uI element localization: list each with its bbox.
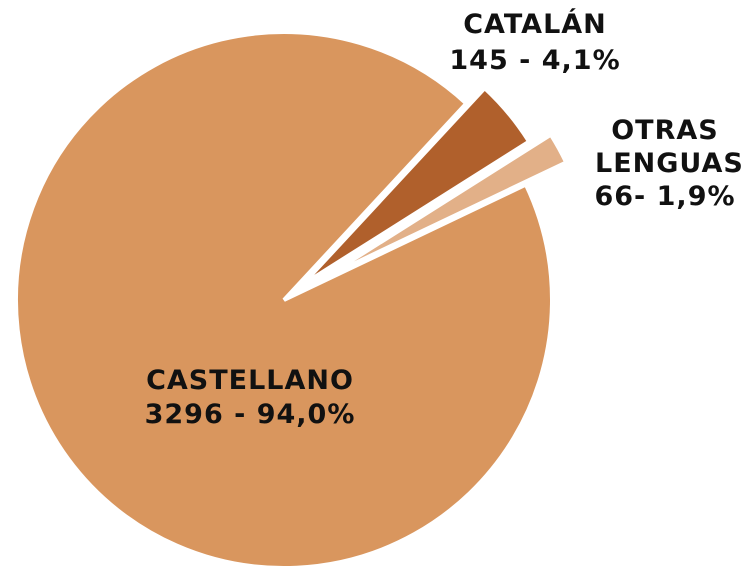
slice-value-label: 145 - 4,1%	[449, 45, 621, 76]
slice-value-label: 66- 1,9%	[594, 181, 736, 212]
pie-slice	[323, 131, 569, 280]
slice-value-label: 3296 - 94,0%	[144, 399, 356, 430]
slice-name: CASTELLANO	[146, 365, 354, 396]
pie-slice	[300, 85, 532, 287]
pie-slice	[14, 30, 554, 568]
slice-name: CATALÁN	[463, 9, 607, 40]
slice-name: OTRAS LENGUAS	[595, 115, 742, 179]
